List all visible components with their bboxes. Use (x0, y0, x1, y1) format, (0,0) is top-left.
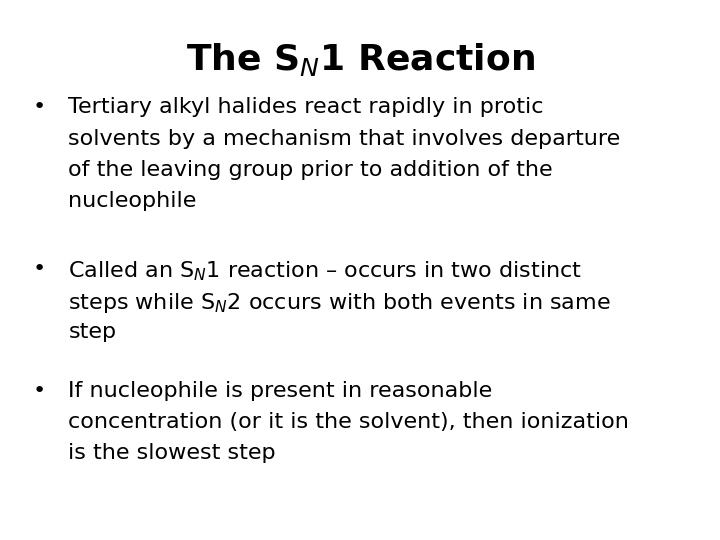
Text: •: • (33, 97, 46, 117)
Text: The S$_{N}$1 Reaction: The S$_{N}$1 Reaction (186, 40, 534, 78)
Text: •: • (33, 381, 46, 401)
Text: •: • (33, 259, 46, 279)
Text: solvents by a mechanism that involves departure: solvents by a mechanism that involves de… (68, 129, 621, 148)
Text: of the leaving group prior to addition of the: of the leaving group prior to addition o… (68, 160, 553, 180)
Text: Tertiary alkyl halides react rapidly in protic: Tertiary alkyl halides react rapidly in … (68, 97, 544, 117)
Text: step: step (68, 322, 117, 342)
Text: concentration (or it is the solvent), then ionization: concentration (or it is the solvent), th… (68, 412, 629, 432)
Text: nucleophile: nucleophile (68, 191, 197, 211)
Text: If nucleophile is present in reasonable: If nucleophile is present in reasonable (68, 381, 492, 401)
Text: is the slowest step: is the slowest step (68, 443, 276, 463)
Text: steps while S$_{N}$2 occurs with both events in same: steps while S$_{N}$2 occurs with both ev… (68, 291, 611, 314)
Text: Called an S$_{N}$1 reaction – occurs in two distinct: Called an S$_{N}$1 reaction – occurs in … (68, 259, 582, 283)
